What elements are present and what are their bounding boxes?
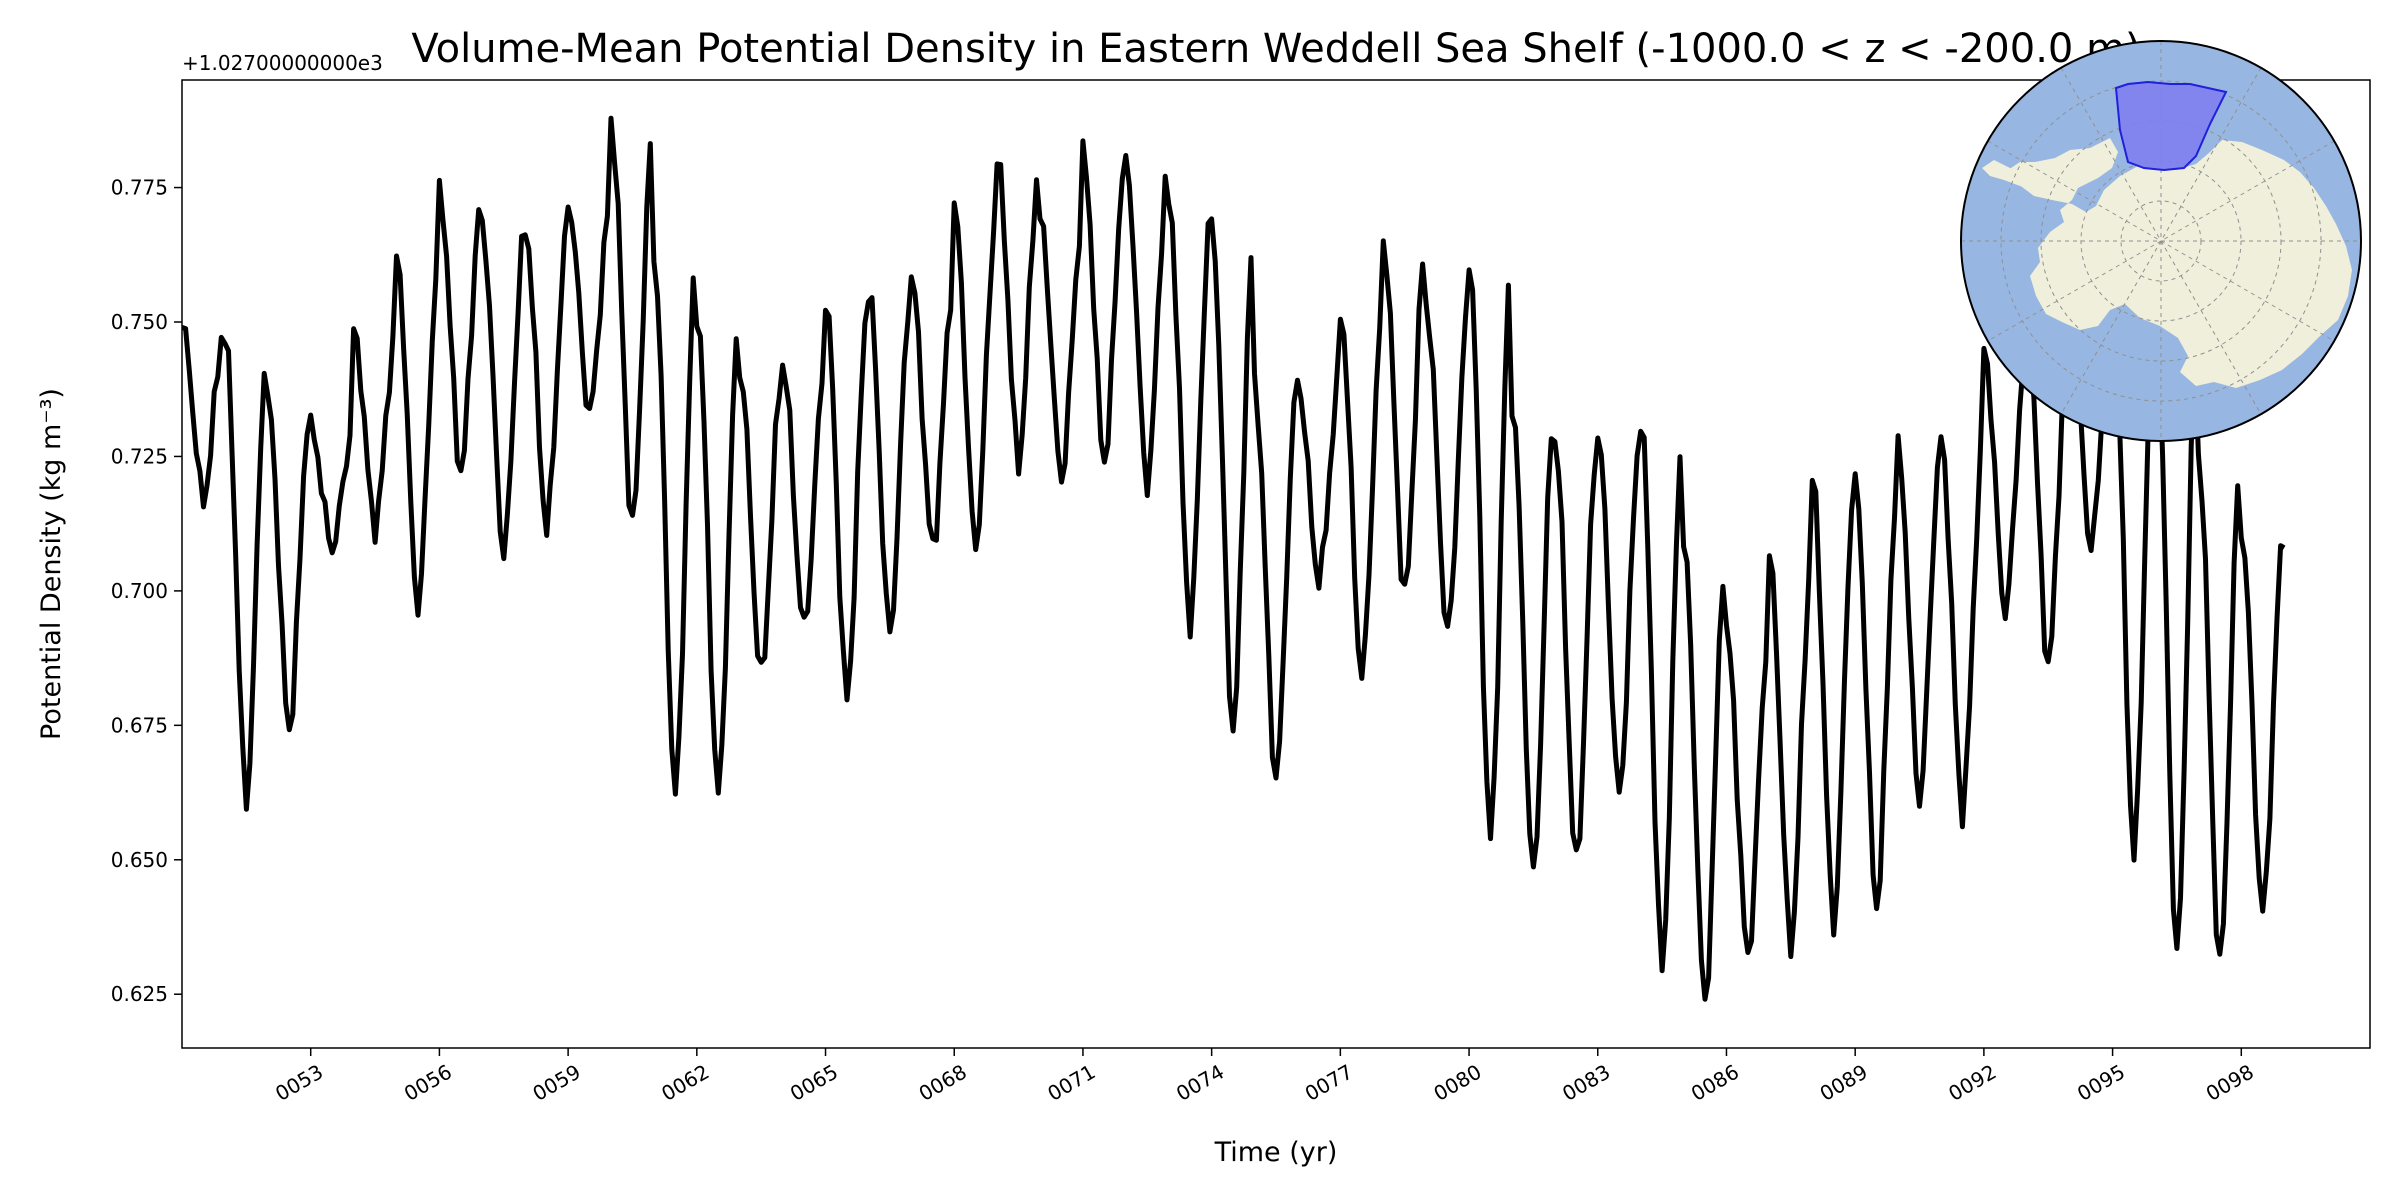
y-tick-label: 0.750 <box>111 310 168 334</box>
x-tick-label: 0056 <box>400 1060 456 1106</box>
x-tick-label: 0059 <box>529 1060 585 1106</box>
y-tick-label: 0.725 <box>111 444 168 468</box>
x-tick-label: 0095 <box>2073 1060 2129 1106</box>
y-tick-label: 0.775 <box>111 176 168 200</box>
x-tick-label: 0074 <box>1172 1060 1228 1106</box>
y-tick-label: 0.650 <box>111 848 168 872</box>
x-axis-ticks: 0053 0056 0059 0062 0065 0068 0071 0074 0077 0080… <box>271 1048 2258 1106</box>
y-tick-label: 0.700 <box>111 579 168 603</box>
x-tick-label: 0098 <box>2202 1060 2258 1106</box>
antarctic-peninsula <box>1982 160 2040 186</box>
y-axis-ticks: 0.625 0.650 0.675 0.700 0.725 0.750 0.775 <box>111 176 182 1006</box>
density-series-line <box>182 115 2286 1002</box>
y-axis-label: Potential Density (kg m⁻³) <box>36 388 67 740</box>
x-tick-label: 0083 <box>1558 1060 1614 1106</box>
plot-frame <box>181 79 2371 1049</box>
y-axis-offset-label: +1.02700000000e3 <box>182 51 383 75</box>
x-tick-label: 0092 <box>1944 1060 2000 1106</box>
x-tick-label: 0062 <box>657 1060 713 1106</box>
x-axis-label: Time (yr) <box>1214 1137 1338 1168</box>
x-tick-label: 0068 <box>915 1060 971 1106</box>
y-tick-label: 0.675 <box>111 713 168 737</box>
x-tick-label: 0086 <box>1687 1060 1743 1106</box>
eastern-weddell-region <box>2114 80 2228 172</box>
x-tick-label: 0077 <box>1301 1060 1357 1106</box>
y-tick-label: 0.625 <box>111 982 168 1006</box>
x-tick-label: 0080 <box>1429 1060 1485 1106</box>
inset-map <box>1960 40 2362 442</box>
antarctica-landmass <box>2008 138 2352 388</box>
chart-title: Volume-Mean Potential Density in Eastern… <box>411 26 2140 72</box>
inset-map-border <box>1960 40 2362 442</box>
x-tick-label: 0089 <box>1816 1060 1872 1106</box>
map-meridian-line <box>1987 140 2335 342</box>
x-tick-label: 0065 <box>786 1060 842 1106</box>
x-tick-label: 0071 <box>1043 1060 1099 1106</box>
x-tick-label: 0053 <box>271 1060 327 1106</box>
